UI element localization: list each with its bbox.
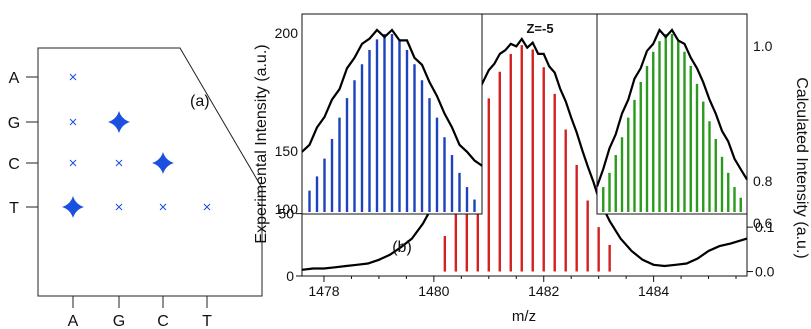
cross-mark [115, 159, 123, 167]
inset-right-tick-label: 0.8 [753, 173, 773, 189]
main-calculated-bars [443, 45, 611, 272]
x-tick-label: 1480 [418, 283, 449, 299]
row-label: A [9, 70, 20, 87]
x-tick-label: 1482 [528, 283, 559, 299]
star-mark [62, 196, 84, 218]
row-label: T [9, 200, 19, 217]
inset-left-bars [308, 34, 476, 212]
inset-left-line [301, 28, 483, 167]
y-right-tick-label: 0.0 [755, 264, 775, 280]
star-mark [152, 152, 174, 174]
col-label: G [113, 313, 125, 329]
cross-mark [203, 203, 211, 211]
cross-mark [69, 159, 77, 167]
charge-annotation: Z=-5 [526, 21, 553, 36]
inset-right-tick-label: 1.0 [753, 38, 773, 54]
cross-mark [69, 118, 77, 126]
x-tick-label: 1484 [638, 283, 669, 299]
panel-a: (a) A G C T A G C T [8, 47, 263, 329]
col-label: C [157, 313, 169, 329]
inset-left-tick-label: 150 [275, 143, 299, 159]
inset-right-line [595, 28, 748, 187]
inset-left-tick-label: 200 [275, 25, 299, 41]
panel-b: 1478 1480 1482 1484 0 50 0.0 0.1 m/z Experime… [253, 13, 810, 325]
col-label: A [68, 313, 79, 329]
x-axis-label: m/z [512, 308, 536, 325]
star-mark [108, 111, 130, 133]
inset-right-bars [602, 34, 742, 212]
y-axis-left-label: Experimental Intensity (a.u.) [253, 44, 270, 243]
y-left-tick-label: 0 [286, 268, 294, 284]
cross-mark [159, 203, 167, 211]
y-right-tick-label: 0.1 [755, 219, 775, 235]
y-axis-right-label: Calculated Intensity (a.u.) [793, 77, 810, 258]
panel-b-label: (b) [392, 239, 412, 256]
cross-mark [69, 73, 77, 81]
inset-left-tick-label: 100 [275, 201, 299, 217]
panel-a-label: (a) [190, 93, 210, 110]
row-label: G [8, 115, 20, 132]
x-tick-label: 1478 [308, 283, 339, 299]
cross-mark [115, 203, 123, 211]
row-label: C [8, 156, 20, 173]
y-left-tick-label: 50 [278, 206, 294, 222]
panel-a-frame [37, 47, 263, 297]
inset-tick-labels: 100 150 200 0.6 0.8 1.0 [275, 25, 773, 231]
main-experimental-line [301, 37, 748, 271]
col-label: T [202, 313, 212, 329]
inset-right-tick-label: 0.6 [753, 215, 773, 231]
